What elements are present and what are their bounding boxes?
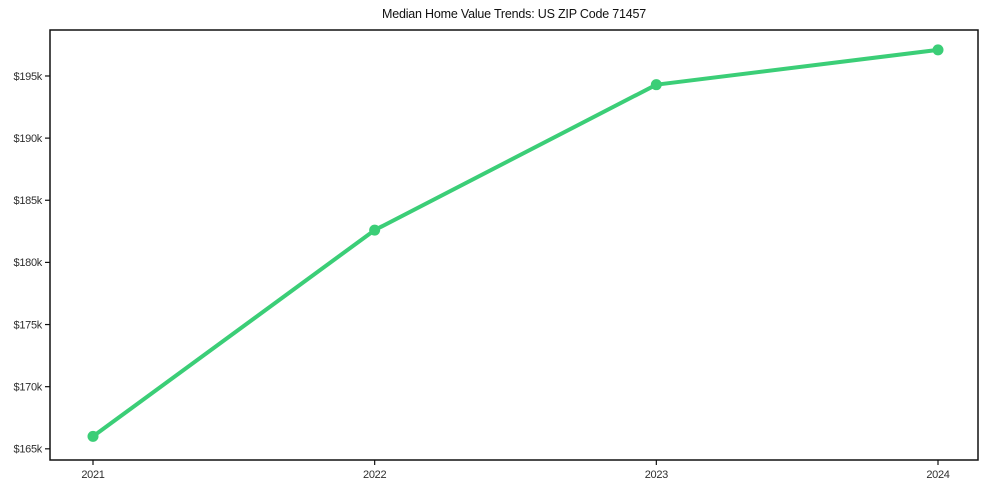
y-tick-label: $170k <box>14 382 43 394</box>
data-point-marker <box>932 44 944 56</box>
trend-line <box>91 47 940 439</box>
data-point-marker <box>369 224 381 236</box>
x-tick-label: 2024 <box>926 469 949 481</box>
data-point-marker <box>87 430 99 442</box>
x-tick-label: 2022 <box>363 469 386 481</box>
data-point-marker <box>650 79 662 91</box>
plot-border <box>49 29 979 461</box>
y-tick-label: $185k <box>14 195 43 207</box>
x-tick-label: 2021 <box>81 469 104 481</box>
y-tick-label: $175k <box>14 319 43 331</box>
y-tick-label: $195k <box>14 71 43 83</box>
x-tick-label: 2023 <box>645 469 668 481</box>
y-tick-label: $165k <box>14 444 43 456</box>
chart-title: Median Home Value Trends: US ZIP Code 71… <box>381 7 646 21</box>
y-tick-label: $190k <box>14 133 43 145</box>
y-tick-label: $180k <box>14 257 43 269</box>
